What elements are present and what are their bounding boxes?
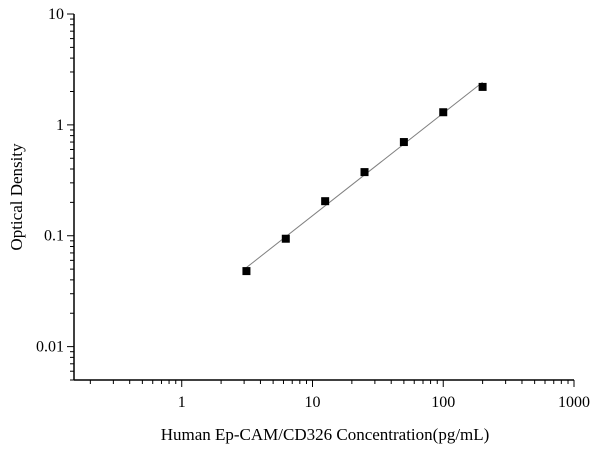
x-tick-label: 1 [178, 394, 186, 411]
data-point [399, 138, 408, 147]
y-tick-label: 1 [56, 117, 64, 134]
tick-labels: 1 10 100 1000 0.01 0.1 1 10 [36, 6, 590, 411]
data-point [360, 168, 369, 177]
y-tick-label: 10 [48, 6, 64, 23]
data-point [242, 267, 251, 276]
x-tick-label: 100 [431, 394, 455, 411]
data-point [321, 197, 330, 206]
axes [67, 13, 575, 387]
x-tick-label: 10 [304, 394, 320, 411]
data-points [242, 82, 487, 276]
y-tick-label: 0.1 [44, 228, 64, 245]
data-point [478, 82, 487, 91]
data-point [439, 108, 448, 117]
data-point [281, 234, 290, 243]
y-axis-title: Optical Density [7, 143, 26, 251]
x-tick-label: 1000 [558, 394, 590, 411]
x-axis-title: Human Ep-CAM/CD326 Concentration(pg/mL) [161, 425, 490, 444]
y-tick-label: 0.01 [36, 339, 64, 356]
